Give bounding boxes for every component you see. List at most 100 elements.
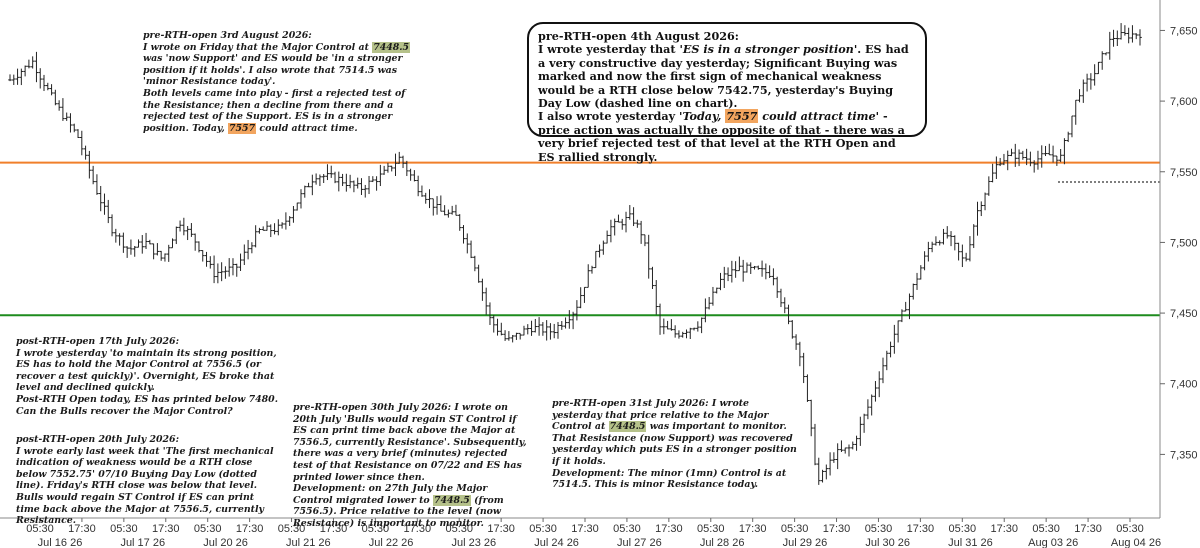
price-bar [30,56,35,69]
price-bar [314,173,318,185]
price-bar [19,68,24,86]
price-bar [741,259,745,282]
price-bar [1089,73,1093,90]
x-time-label: 17:30 [487,523,515,535]
price-bar [752,265,757,270]
note-30th-july: pre-RTH-open 30th July 2026: I wrote on … [293,402,527,529]
price-bar [578,287,583,309]
price-bar [197,241,201,253]
price-bar [990,163,995,183]
price-bar [401,155,405,169]
price-bar [722,266,727,289]
price-bar [730,260,734,283]
price-bar [57,100,61,111]
price-bar [352,180,356,193]
x-time-label: 17:30 [990,523,1018,535]
price-bar [979,201,984,217]
price-bar [495,318,500,336]
price-bar [102,193,107,215]
price-bar [801,352,806,384]
price-bar [310,174,315,196]
price-bar [850,441,855,450]
price-bar [537,317,541,336]
price-bar [1017,149,1021,167]
price-bar [688,327,693,340]
price-bar [1092,64,1097,86]
x-date-label: Aug 03 26 [1028,537,1078,548]
price-bar [114,228,118,243]
price-bars [8,23,1142,485]
price-bar [692,327,696,331]
price-bar [23,65,27,77]
price-bar [136,239,141,248]
price-bar [216,263,220,284]
price-bar [866,399,870,420]
price-bar [1062,138,1067,165]
price-bar [1028,151,1033,167]
price-bar [491,315,496,333]
price-bar [949,231,953,247]
price-bar [609,219,613,243]
price-bar [767,265,772,279]
price-bar [64,112,69,121]
price-bar [873,381,878,402]
price-bar [900,309,904,323]
price-bar [178,220,182,232]
price-bar [930,241,934,253]
price-bar [1036,150,1040,170]
price-bar [794,334,798,350]
control-levels [0,161,1160,317]
x-time-label: 05:30 [1032,523,1060,535]
x-time-label: 05:30 [949,523,977,535]
price-bar [654,280,659,315]
price-bar [318,174,322,187]
price-bar [1096,61,1101,75]
price-bar [1043,145,1048,157]
price-bar [329,165,334,178]
price-bar [367,175,371,195]
price-bar [442,205,447,216]
price-bar [1107,31,1112,60]
x-time-label: 05:30 [781,523,809,535]
price-bar [601,240,606,255]
price-bar [809,399,814,437]
y-tick-label: 7,600 [1170,96,1198,108]
price-bar [813,423,817,466]
price-bar [397,151,402,164]
price-bar [953,235,957,251]
y-tick-label: 7,450 [1170,308,1198,320]
x-time-label: 17:30 [236,523,264,535]
price-bar [61,98,65,121]
price-bar [726,267,730,282]
price-bar [533,318,538,333]
price-bar [117,233,122,246]
price-bar [276,219,281,236]
price-bar [163,253,167,262]
x-time-label: 05:30 [1116,523,1144,535]
price-bar [964,252,968,262]
price-bar [132,245,137,257]
price-bar [1100,51,1105,70]
price-bar [450,205,454,215]
price-bar [745,262,749,273]
price-bar [1085,73,1089,92]
price-bar [268,224,273,238]
price-bar [956,242,961,261]
price-bar [937,240,942,246]
price-bar [223,266,228,279]
price-bar [242,244,247,265]
x-time-label: 05:30 [194,523,222,535]
price-bar [586,264,591,288]
price-bar [858,416,863,446]
x-time-label: 05:30 [613,523,641,535]
x-time-label: 17:30 [571,523,599,535]
price-bar [238,253,243,272]
price-bar [915,272,919,290]
price-bar [1051,145,1055,163]
price-bar [975,201,980,236]
x-date-label: Jul 20 26 [203,537,248,548]
price-bar [541,322,545,336]
price-bar [1138,29,1142,46]
price-bar [1081,79,1086,103]
